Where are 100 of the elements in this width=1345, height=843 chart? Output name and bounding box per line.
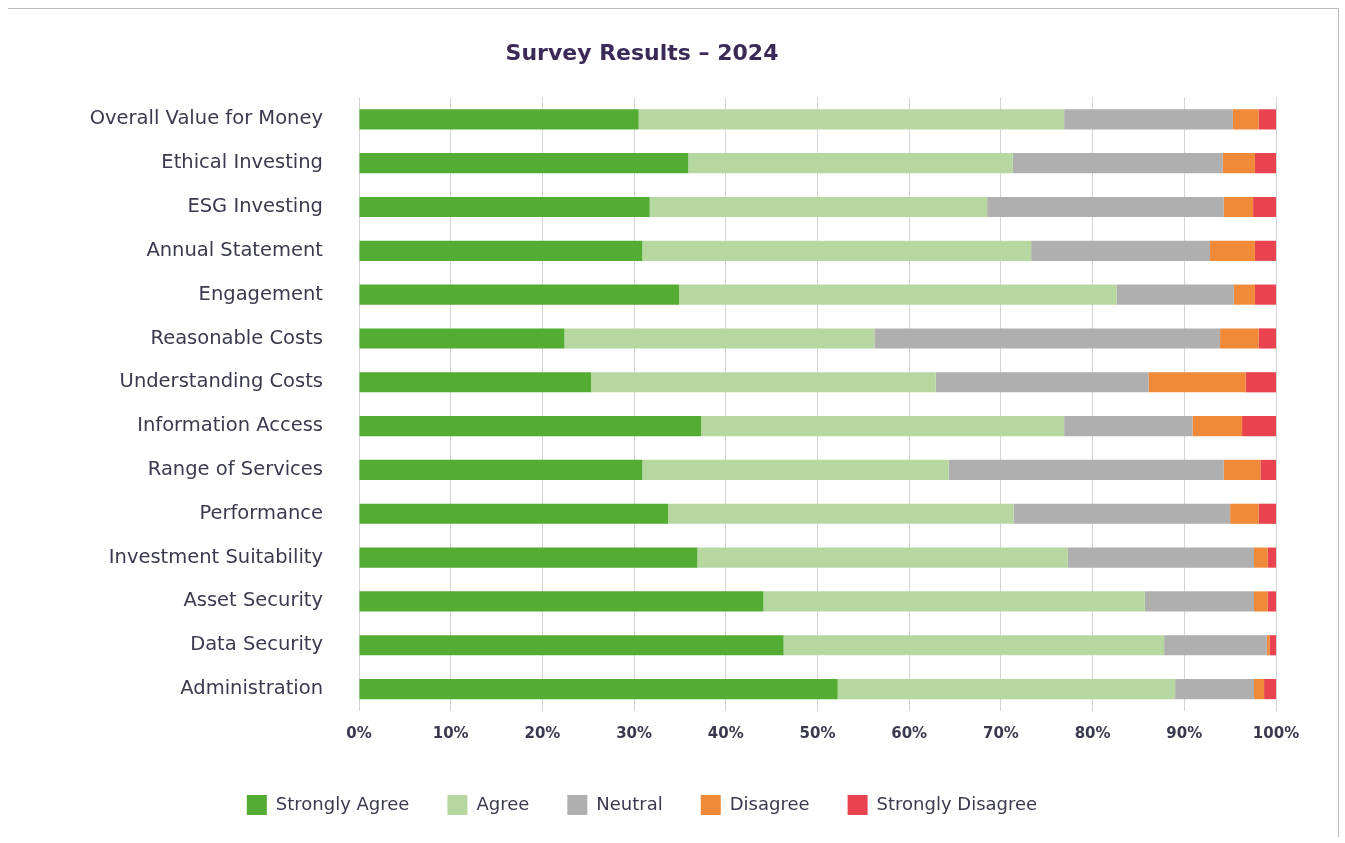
bar <box>1253 591 1268 612</box>
bar <box>359 284 680 305</box>
legend-label: Neutral <box>596 792 663 814</box>
bar <box>1013 503 1231 524</box>
y-tick-label: Information Access <box>137 413 323 437</box>
bar <box>591 372 936 393</box>
bar <box>1031 240 1210 261</box>
bar <box>1260 459 1276 481</box>
bar <box>1222 153 1255 174</box>
bar <box>948 459 1224 481</box>
y-tick-label: Engagement <box>198 281 324 305</box>
bar <box>359 635 784 656</box>
bar <box>697 547 1068 568</box>
chart-title: Survey Results – 2024 <box>505 39 779 65</box>
bar <box>1264 679 1276 700</box>
bar <box>874 328 1221 349</box>
bar <box>1223 459 1261 481</box>
bar <box>935 372 1149 393</box>
bar <box>1253 679 1265 700</box>
bar <box>1116 284 1234 305</box>
y-tick-label: ESG Investing <box>187 194 323 218</box>
y-tick-label: Data Security <box>190 632 323 656</box>
bar <box>359 591 764 612</box>
bar <box>1148 372 1246 393</box>
bar <box>649 196 988 218</box>
bar <box>1258 109 1276 130</box>
y-tick-label: Overall Value for Money <box>89 106 323 130</box>
bar <box>1067 547 1254 568</box>
bar <box>1164 635 1267 656</box>
bar <box>668 503 1014 524</box>
bar <box>837 679 1176 700</box>
bar <box>783 635 1165 656</box>
x-tick-label: 90% <box>1166 723 1203 742</box>
bar <box>701 416 1065 437</box>
x-tick-label: 70% <box>982 723 1019 742</box>
x-tick-label: 30% <box>616 723 653 742</box>
bar <box>1012 153 1223 174</box>
bar <box>1230 503 1259 524</box>
y-tick-label: Administration <box>180 676 323 700</box>
y-tick-label: Range of Services <box>147 457 323 481</box>
bar <box>359 109 639 130</box>
bar <box>1254 284 1276 305</box>
bar <box>1209 240 1255 261</box>
x-tick-label: 100% <box>1252 723 1300 742</box>
legend-label: Disagree <box>729 792 810 814</box>
bar <box>1245 372 1276 393</box>
bar <box>1267 591 1276 612</box>
bar <box>359 328 565 349</box>
bar <box>1064 416 1193 437</box>
x-tick-label: 10% <box>432 723 469 742</box>
bar <box>359 547 698 568</box>
bar <box>1192 416 1243 437</box>
x-tick-label: 50% <box>799 723 836 742</box>
bar <box>642 459 949 481</box>
bar <box>359 196 650 218</box>
bar <box>1232 109 1259 130</box>
bar <box>679 284 1117 305</box>
bar <box>359 679 838 700</box>
y-tick-label: Investment Suitability <box>108 544 323 568</box>
bar <box>1254 153 1276 174</box>
y-tick-label: Asset Security <box>183 588 323 612</box>
bar <box>359 240 643 261</box>
bar <box>1258 328 1276 349</box>
bar <box>1220 328 1259 349</box>
x-tick-label: 40% <box>707 723 744 742</box>
bar <box>359 372 591 393</box>
bar <box>1266 635 1270 656</box>
bar <box>1269 635 1276 656</box>
y-tick-label: Annual Statement <box>146 237 324 261</box>
legend-label: Agree <box>476 792 530 814</box>
bar <box>763 591 1145 612</box>
y-tick-label: Performance <box>199 500 323 524</box>
bar <box>359 503 669 524</box>
bar <box>1233 284 1255 305</box>
y-tick-label: Ethical Investing <box>161 150 323 174</box>
bar <box>359 153 689 174</box>
bar <box>987 196 1224 218</box>
legend-label: Strongly Disagree <box>876 792 1038 814</box>
bar <box>359 416 702 437</box>
bar <box>359 459 643 481</box>
bar <box>1175 679 1254 700</box>
y-tick-label: Understanding Costs <box>119 369 323 393</box>
bar <box>1064 109 1233 130</box>
x-tick-label: 20% <box>524 723 561 742</box>
bar <box>642 240 1032 261</box>
bar <box>638 109 1065 130</box>
bar <box>1223 196 1254 218</box>
x-tick-label: 0% <box>346 723 372 742</box>
bar <box>1254 240 1276 261</box>
x-tick-label: 60% <box>891 723 928 742</box>
bar <box>1267 547 1276 568</box>
bar <box>564 328 875 349</box>
x-tick-label: 80% <box>1074 723 1111 742</box>
bar <box>1253 547 1268 568</box>
legend-label: Strongly Agree <box>275 792 410 814</box>
bar <box>1242 416 1276 437</box>
y-tick-label: Reasonable Costs <box>150 325 323 349</box>
bar <box>1258 503 1276 524</box>
bar <box>1144 591 1254 612</box>
bar <box>688 153 1013 174</box>
